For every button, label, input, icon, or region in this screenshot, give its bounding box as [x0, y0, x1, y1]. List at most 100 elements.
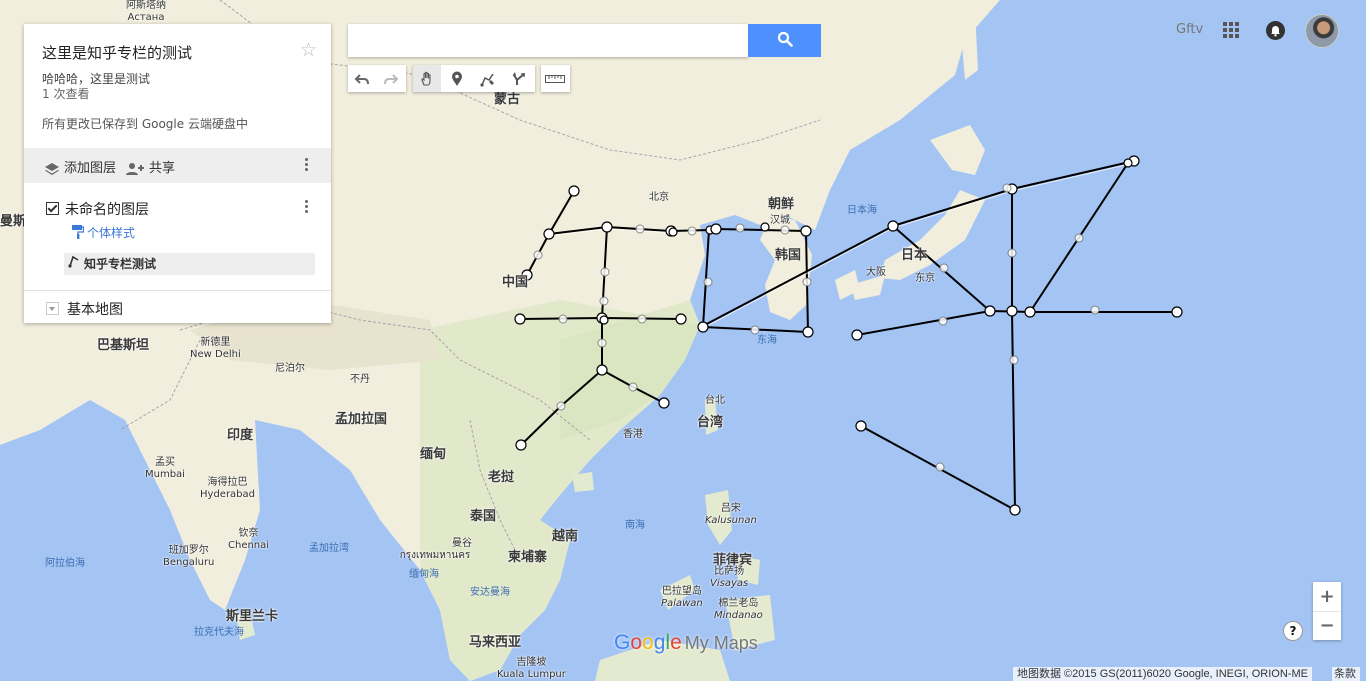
label-beijing: 北京 [649, 192, 669, 203]
measure-button[interactable] [541, 65, 569, 92]
label-south-china-sea: 南海 [625, 520, 645, 531]
label-china: 中国 [502, 275, 529, 290]
measure-toolbar [541, 65, 570, 92]
base-map-label: 基本地图 [67, 302, 123, 318]
label-bangladesh: 孟加拉国 [335, 412, 388, 427]
panel-more-icon[interactable] [304, 158, 310, 173]
save-status: 所有更改已保存到 Google 云端硬盘中 [42, 117, 248, 131]
label-bay-of-bengal: 孟加拉湾 [309, 543, 349, 554]
apps-grid-icon[interactable] [1223, 22, 1239, 41]
label-tokyo: 东京 [915, 273, 935, 284]
logo-product: My Maps [684, 633, 758, 653]
label-mumbai: Mumbai [145, 468, 185, 480]
draw-line-button[interactable] [474, 65, 502, 92]
layer-name[interactable]: 未命名的图层 [65, 202, 149, 218]
label-bangkok-cn: 曼谷 [452, 538, 472, 549]
label-cambodia: 柬埔寨 [508, 550, 548, 565]
undo-icon [354, 73, 369, 84]
label-astana-cn: 阿斯塔纳 [126, 0, 166, 11]
label-palawan-cn: 巴拉望岛 [661, 586, 702, 597]
route-midpoints [533, 183, 1100, 472]
search-button[interactable] [748, 24, 821, 57]
label-andaman-sea-1: 缅甸海 [409, 569, 439, 580]
layer-header: 未命名的图层 [46, 199, 149, 219]
layers-icon [45, 162, 59, 175]
bell-icon[interactable] [1266, 21, 1285, 40]
hand-icon [421, 71, 431, 86]
label-palawan: Palawan [661, 597, 703, 609]
label-iran: 曼斯 [0, 214, 27, 229]
label-luzon-cn: 吕宋 [720, 503, 741, 514]
zoom-controls: + − [1313, 582, 1341, 640]
panel-divider [24, 290, 331, 291]
label-kl: Kuala Lumpur [497, 668, 566, 680]
zoom-out-button[interactable]: − [1319, 615, 1335, 636]
label-vietnam: 越南 [552, 529, 579, 544]
layer-style-link[interactable]: 个体样式 [72, 224, 135, 241]
label-mindanao: Mindanao [714, 609, 763, 621]
label-astana: Астана [127, 11, 165, 23]
label-new-delhi-cn: 新德里 [200, 337, 231, 348]
label-hyderabad-cn: 海得拉巴 [207, 477, 248, 488]
label-north-korea: 朝鲜 [768, 197, 795, 212]
label-bengaluru: Bengaluru [163, 556, 215, 568]
draw-line-icon [480, 73, 494, 87]
terms-link[interactable]: 条款 [1332, 667, 1360, 681]
avatar[interactable] [1305, 14, 1339, 48]
map-attribution: 地图数据 ©2015 GS(2011)6020 Google, INEGI, O… [1013, 667, 1312, 681]
label-osaka: 大阪 [866, 267, 886, 278]
label-mindanao-cn: 棉兰老岛 [718, 598, 759, 609]
history-toolbar [348, 65, 406, 92]
label-andaman-sea-2: 安达曼海 [470, 587, 510, 598]
layer-style-label: 个体样式 [87, 226, 136, 240]
zoom-in-button[interactable]: + [1313, 582, 1341, 612]
search-input[interactable] [348, 24, 748, 57]
label-hyderabad: Hyderabad [200, 488, 255, 500]
map-title[interactable]: 这里是知乎专栏的测试 [42, 44, 193, 62]
directions-icon [512, 71, 525, 85]
ruler-icon [545, 74, 565, 83]
label-laccadive-sea: 拉克代夫海 [194, 627, 244, 638]
add-layer-button[interactable]: 添加图层 [44, 157, 116, 176]
feature-item[interactable]: 知乎专栏测试 [64, 253, 315, 275]
label-japan: 日本 [901, 248, 928, 263]
label-myanmar: 缅甸 [420, 447, 447, 462]
layer-more-icon[interactable] [304, 200, 310, 215]
share-label: 共享 [149, 161, 176, 176]
label-laos: 老挝 [488, 470, 515, 485]
label-mongolia: 蒙古 [494, 92, 521, 107]
undo-button[interactable] [348, 65, 376, 92]
label-philippines: 菲律宾 [713, 553, 753, 568]
label-bhutan: 不丹 [350, 374, 370, 385]
marker-icon [452, 71, 462, 86]
search-icon [777, 31, 793, 47]
label-bengaluru-cn: 班加罗尔 [168, 545, 209, 556]
label-visayas-cn: 比萨扬 [714, 566, 745, 577]
directions-button[interactable] [506, 65, 534, 92]
redo-button[interactable] [377, 65, 405, 92]
account-name[interactable]: Gftv [1176, 22, 1204, 37]
label-pakistan: 巴基斯坦 [97, 338, 150, 353]
help-button[interactable]: ? [1283, 621, 1303, 641]
add-marker-button[interactable] [443, 65, 471, 92]
label-chennai-cn: 钦奈 [238, 528, 259, 539]
pan-tool-button[interactable] [413, 65, 441, 92]
share-button[interactable]: 共享 [125, 157, 175, 176]
map-details-panel: 这里是知乎专栏的测试 ☆ 哈哈哈，这里是测试 1 次查看 所有更改已保存到 Go… [24, 24, 331, 323]
redo-icon [384, 73, 399, 84]
layer-visibility-checkbox[interactable] [46, 202, 59, 215]
label-india: 印度 [227, 428, 254, 443]
label-sea-of-japan: 日本海 [847, 205, 877, 216]
label-sri-lanka: 斯里兰卡 [226, 609, 279, 624]
star-icon[interactable]: ☆ [299, 39, 317, 61]
label-malaysia: 马来西亚 [469, 635, 522, 650]
label-nepal: 尼泊尔 [275, 363, 305, 374]
add-layer-label: 添加图层 [64, 161, 117, 176]
map-view-count: 1 次查看 [42, 87, 90, 101]
label-mumbai-cn: 孟买 [154, 457, 175, 468]
map-description[interactable]: 哈哈哈，这里是测试 [42, 72, 151, 86]
base-map-toggle[interactable]: 基本地图 [46, 299, 123, 319]
line-feature-icon [64, 253, 84, 275]
panel-action-bar: 添加图层 共享 [24, 148, 331, 183]
